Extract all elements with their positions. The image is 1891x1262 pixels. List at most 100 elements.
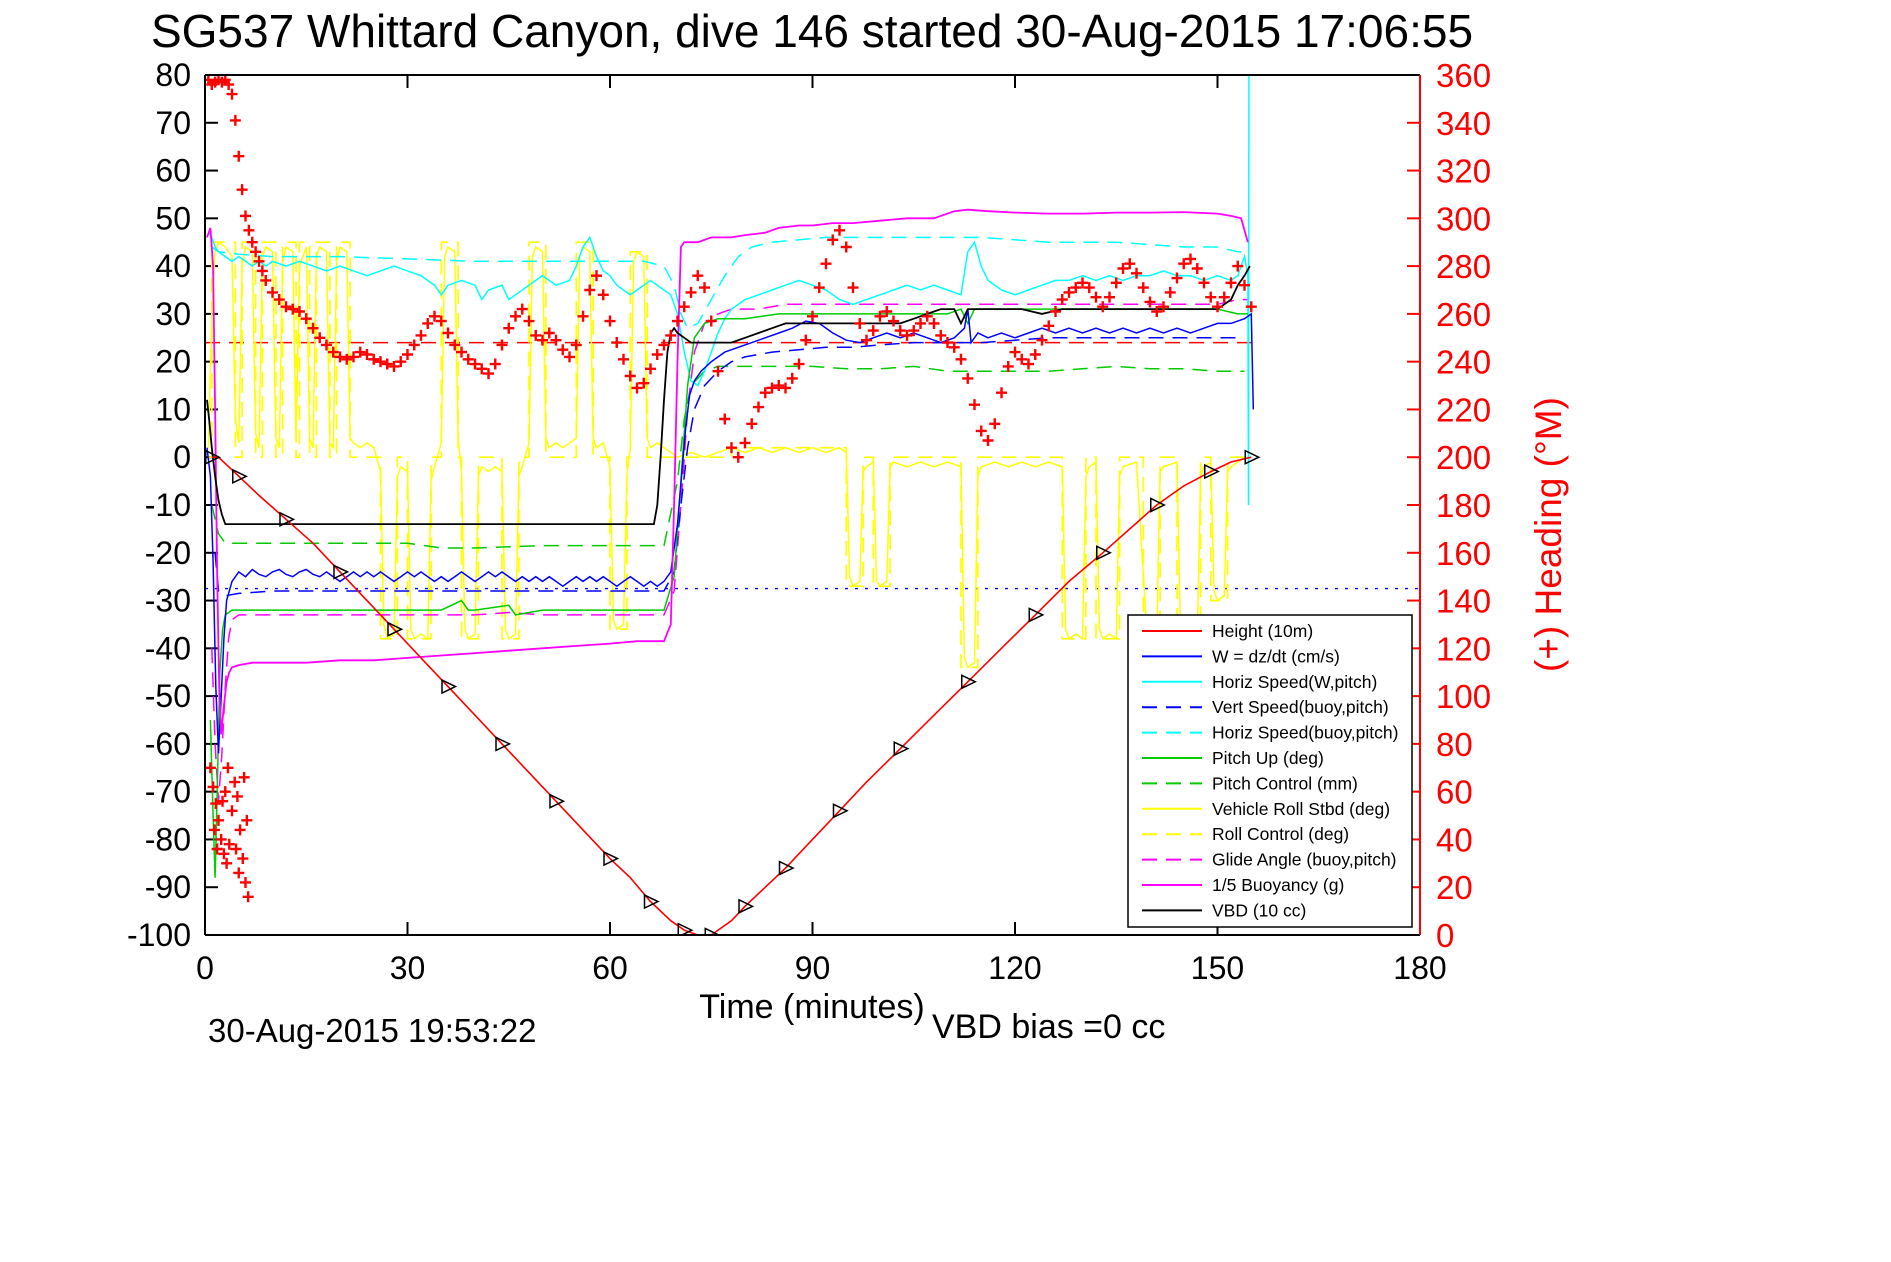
y-right-tick-label: 100: [1436, 678, 1491, 715]
plus-marker: [1151, 306, 1163, 317]
triangle-marker: [704, 927, 721, 935]
plus-marker: [591, 270, 602, 282]
y-left-tick-label: -60: [145, 726, 191, 762]
series-height: [205, 449, 1261, 935]
plus-marker: [861, 334, 872, 346]
plus-marker: [928, 317, 940, 329]
series-vbd: [206, 265, 1251, 525]
plus-marker: [229, 776, 241, 788]
plus-marker: [1158, 301, 1169, 313]
plus-marker: [827, 234, 839, 246]
plus-marker: [267, 286, 278, 298]
plus-marker: [638, 377, 650, 389]
plus-marker: [226, 805, 238, 817]
plus-marker: [840, 241, 852, 253]
plus-marker: [665, 329, 677, 341]
triangle-marker: [279, 511, 296, 528]
x-tick-label: 60: [592, 950, 628, 986]
plus-marker: [550, 334, 562, 346]
plus-marker: [1070, 282, 1082, 294]
y-right-tick-label: 180: [1436, 487, 1491, 524]
plus-marker: [221, 857, 233, 869]
plus-marker: [557, 344, 569, 356]
plus-marker: [1023, 358, 1034, 370]
plus-marker: [1009, 346, 1021, 358]
legend: Height (10m) W = dz/dt (cm/s) Horiz Speed(…: [1127, 614, 1413, 928]
y-right-tick-label: 140: [1436, 583, 1491, 620]
x-tick-label: 150: [1191, 950, 1244, 986]
y-left-tick-label: -30: [145, 583, 191, 619]
y-right-tick-label: 360: [1436, 57, 1491, 94]
plus-marker: [237, 853, 249, 865]
plus-marker: [631, 382, 643, 394]
plus-marker: [1077, 277, 1088, 289]
plus-marker: [530, 329, 542, 341]
series-horiz-speed-w: [207, 75, 1250, 506]
legend-label: Vehicle Roll Stbd (deg): [1212, 799, 1390, 819]
plus-marker: [564, 351, 575, 363]
y-left-tick-label: 10: [155, 391, 191, 427]
plus-marker: [766, 382, 778, 394]
plus-marker: [1043, 320, 1055, 332]
y-left-tick-label: 80: [155, 57, 191, 93]
plus-marker: [759, 387, 771, 399]
y-left-tick-label: -70: [145, 774, 191, 810]
plus-marker: [813, 282, 825, 294]
triangle-marker: [1204, 463, 1220, 480]
plus-marker: [1097, 301, 1109, 313]
legend-label: Glide Angle (buoy,pitch): [1212, 850, 1397, 870]
plus-marker: [510, 310, 521, 322]
plus-marker: [1171, 272, 1183, 284]
plus-marker: [429, 310, 440, 322]
legend-label: Pitch Up (deg): [1212, 748, 1324, 768]
plus-marker: [375, 356, 386, 368]
plus-marker: [793, 358, 805, 370]
plus-marker: [242, 891, 254, 903]
triangle-marker: [1150, 497, 1166, 513]
plus-marker: [726, 442, 737, 454]
legend-label: 1/5 Buoyancy (g): [1212, 875, 1344, 895]
plus-marker: [229, 114, 241, 126]
plus-marker: [307, 322, 319, 334]
plus-marker: [1110, 277, 1122, 289]
plus-marker: [874, 310, 886, 322]
plus-marker: [314, 332, 326, 344]
x-tick-label: 120: [988, 950, 1041, 986]
plus-marker: [287, 303, 299, 315]
plus-marker: [210, 798, 222, 810]
axes: 0 30 60 90 120 150 180-100-90-80-70-60-50-40-3…: [127, 57, 1491, 986]
plus-marker: [368, 353, 380, 365]
plus-marker: [207, 781, 219, 793]
y-left-tick-label: 70: [155, 105, 191, 141]
plus-marker: [1198, 277, 1210, 289]
plus-marker: [800, 334, 812, 346]
plus-marker: [618, 353, 629, 365]
plus-marker: [1218, 291, 1230, 303]
plus-marker: [678, 301, 690, 313]
series-roll-stbd: [207, 241, 1245, 669]
x-tick-label: 180: [1393, 950, 1446, 986]
plus-marker: [222, 762, 234, 774]
plus-marker: [969, 399, 980, 411]
triangle-marker: [603, 850, 620, 867]
series-vert-speed-buoy: [214, 337, 1245, 597]
plus-marker: [1131, 267, 1142, 279]
y-left-tick-label: 50: [155, 200, 191, 236]
y-left-tick-label: 60: [155, 153, 191, 189]
plus-marker: [1191, 263, 1203, 274]
plus-marker: [975, 425, 987, 437]
legend-label: Pitch Control (mm): [1212, 773, 1358, 793]
plus-marker: [1205, 291, 1217, 303]
plus-marker: [537, 334, 548, 346]
y-right-tick-label: 20: [1436, 869, 1473, 906]
y-left-tick-label: -10: [145, 487, 191, 523]
plus-marker: [476, 363, 488, 375]
chart-title: SG537 Whittard Canyon, dive 146 started …: [150, 5, 1474, 57]
plus-marker: [273, 294, 285, 306]
triangle-marker: [495, 736, 512, 752]
plus-marker: [1185, 253, 1196, 265]
plus-marker: [584, 284, 596, 296]
series-horiz-speed-buoy: [211, 236, 1248, 330]
triangle-marker: [387, 621, 404, 637]
